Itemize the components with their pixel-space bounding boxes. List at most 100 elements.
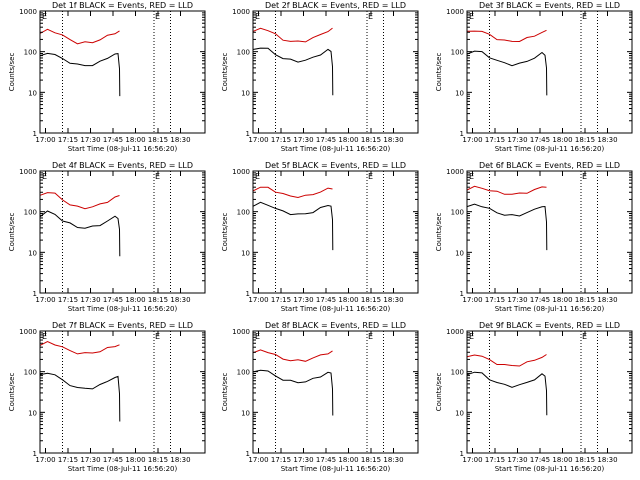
panel-title: Det 1f BLACK = Events, RED = LLD	[52, 1, 193, 10]
x-tick-label: 18:00	[552, 456, 572, 464]
x-tick-label: 17:45	[316, 456, 336, 464]
x-tick-label: 18:30	[383, 296, 403, 304]
y-tick-label: 10	[28, 89, 37, 97]
x-axis-label: Start Time (08-Jul-11 16:56:20)	[495, 465, 605, 473]
x-tick-label: 17:00	[462, 296, 482, 304]
y-tick-label: 10	[455, 249, 464, 257]
y-axis-label: Counts/sec	[8, 53, 16, 92]
panel-marker-E: E	[368, 332, 373, 341]
y-tick-label: 1000	[232, 328, 250, 336]
panel-marker-E: E	[155, 12, 160, 21]
y-tick-label: 10	[241, 249, 250, 257]
y-axis-label: Counts/sec	[8, 213, 16, 252]
y-tick-label: 100	[451, 209, 464, 217]
x-axis-label: Start Time (08-Jul-11 16:56:20)	[281, 465, 391, 473]
x-tick-label: 17:00	[462, 456, 482, 464]
x-tick-label: 18:00	[125, 456, 145, 464]
x-tick-label: 17:00	[248, 296, 268, 304]
events-series-line	[466, 203, 548, 251]
y-axis-label: Counts/sec	[221, 53, 229, 92]
panel-marker-left: E	[255, 332, 260, 341]
x-tick-label: 18:00	[552, 296, 572, 304]
x-tick-label: 17:15	[271, 456, 291, 464]
y-tick-label: 10	[28, 249, 37, 257]
x-tick-label: 17:30	[507, 296, 527, 304]
detector-panel: Det 7f BLACK = Events, RED = LLD E E 1 10 100…	[8, 321, 206, 473]
x-tick-label: 18:00	[338, 136, 358, 144]
x-tick-label: 17:15	[58, 296, 78, 304]
y-tick-label: 1000	[19, 168, 37, 176]
panel-marker-E: E	[155, 172, 160, 181]
x-tick-label: 18:30	[383, 456, 403, 464]
x-tick-label: 17:15	[58, 456, 78, 464]
x-tick-label: 17:00	[35, 456, 55, 464]
x-tick-label: 17:45	[316, 296, 336, 304]
x-tick-label: 18:15	[148, 456, 168, 464]
detector-panel: Det 3f BLACK = Events, RED = LLD E E 1 10 100…	[435, 1, 633, 153]
lld-series-line	[252, 27, 333, 43]
lld-series-line	[466, 354, 547, 367]
events-series-line	[466, 50, 548, 96]
y-tick-label: 10	[455, 89, 464, 97]
x-tick-label: 17:15	[485, 296, 505, 304]
y-tick-label: 100	[24, 369, 37, 377]
lld-series-line	[466, 185, 547, 195]
x-tick-label: 18:30	[597, 456, 617, 464]
y-tick-label: 100	[237, 209, 250, 217]
x-tick-label: 18:00	[552, 136, 572, 144]
y-tick-label: 10	[241, 89, 250, 97]
y-tick-label: 100	[237, 369, 250, 377]
x-tick-label: 18:15	[148, 136, 168, 144]
y-tick-label: 1000	[446, 168, 464, 176]
x-tick-label: 17:30	[80, 136, 100, 144]
x-tick-label: 17:15	[485, 456, 505, 464]
events-series-line	[252, 201, 334, 251]
panel-marker-E: E	[155, 332, 160, 341]
panel-marker-left: E	[255, 172, 260, 181]
detector-panel: Det 5f BLACK = Events, RED = LLD E E 1 10 100…	[221, 161, 419, 313]
y-axis-label: Counts/sec	[221, 213, 229, 252]
y-tick-label: 1	[33, 130, 37, 138]
x-tick-label: 17:00	[462, 136, 482, 144]
x-tick-label: 17:30	[293, 296, 313, 304]
plot-frame	[252, 170, 419, 294]
x-tick-label: 17:45	[530, 456, 550, 464]
x-axis-label: Start Time (08-Jul-11 16:56:20)	[281, 305, 391, 313]
x-tick-label: 17:30	[293, 136, 313, 144]
x-tick-label: 18:00	[125, 296, 145, 304]
x-tick-label: 18:15	[361, 456, 381, 464]
detector-panel: Det 1f BLACK = Events, RED = LLD E E 1 10 100…	[8, 1, 206, 153]
lld-series-line	[39, 192, 120, 210]
panel-marker-E: E	[368, 172, 373, 181]
x-tick-label: 17:00	[248, 456, 268, 464]
y-tick-label: 1	[246, 130, 250, 138]
x-tick-label: 17:00	[248, 136, 268, 144]
plot-frame	[39, 170, 206, 294]
x-tick-label: 17:15	[271, 136, 291, 144]
x-tick-label: 17:45	[530, 296, 550, 304]
plot-frame	[39, 10, 206, 134]
x-tick-label: 18:30	[383, 136, 403, 144]
x-axis-label: Start Time (08-Jul-11 16:56:20)	[68, 465, 178, 473]
panel-title: Det 6f BLACK = Events, RED = LLD	[479, 161, 620, 170]
x-tick-label: 17:45	[316, 136, 336, 144]
x-tick-label: 17:15	[58, 136, 78, 144]
events-series-line	[39, 372, 121, 422]
x-tick-label: 17:30	[80, 296, 100, 304]
events-series-line	[252, 47, 334, 96]
lld-series-line	[252, 349, 333, 362]
panel-marker-left: E	[42, 12, 47, 21]
detector-panel: Det 6f BLACK = Events, RED = LLD E E 1 10 100…	[435, 161, 633, 313]
plot-frame	[466, 170, 633, 294]
y-axis-label: Counts/sec	[435, 213, 443, 252]
x-tick-label: 17:45	[530, 136, 550, 144]
x-tick-label: 17:30	[507, 456, 527, 464]
y-tick-label: 100	[451, 369, 464, 377]
lld-series-line	[466, 29, 547, 43]
panel-title: Det 9f BLACK = Events, RED = LLD	[479, 321, 620, 330]
x-tick-label: 17:45	[103, 296, 123, 304]
x-tick-label: 18:15	[148, 296, 168, 304]
x-tick-label: 17:30	[80, 456, 100, 464]
detector-panel: Det 2f BLACK = Events, RED = LLD E E 1 10 100…	[221, 1, 419, 153]
y-tick-label: 1	[460, 130, 464, 138]
